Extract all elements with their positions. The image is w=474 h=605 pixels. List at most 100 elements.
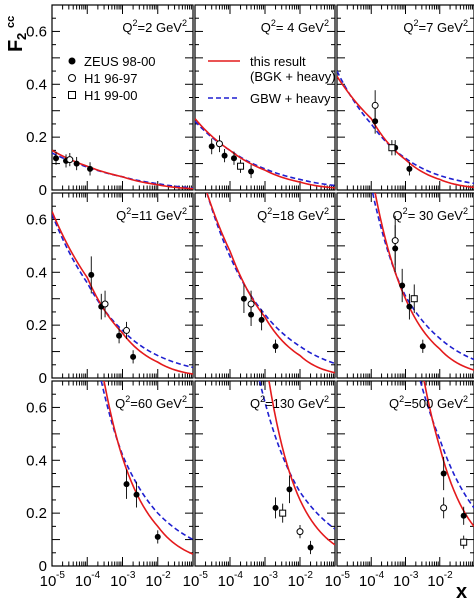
legend-markers: ZEUS 98-00 H1 96-97 H1 99-00 <box>68 54 156 103</box>
panel-2: Q2= 4 GeV2 <box>194 4 336 191</box>
curves <box>52 211 193 375</box>
zeus-point <box>88 271 95 278</box>
x-tick-label: 10 <box>145 573 162 590</box>
q2-label: Q2= 30 GeV2 <box>393 206 468 223</box>
zeus-point <box>123 481 130 488</box>
curves <box>258 381 335 546</box>
q2-label-part: =60 GeV <box>130 396 182 411</box>
h1-9900-point <box>237 162 245 170</box>
q2-label: Q2= 4 GeV2 <box>261 18 329 35</box>
bgk-curve <box>423 381 474 527</box>
panel-3: Q2=7 GeV2 <box>336 4 474 191</box>
x-tick-label: 10 <box>325 573 342 590</box>
panel-5: Q2=18 GeV2 <box>194 192 336 379</box>
panel-4: 00.20.40.6 Q2=11 GeV2 <box>26 192 194 387</box>
curves <box>195 118 335 189</box>
y-tick-label: 0.2 <box>26 129 47 146</box>
zeus-point <box>406 303 413 310</box>
bgk-curve <box>206 193 335 374</box>
zeus-point <box>272 343 279 350</box>
x-tick-label-exponent: -4 <box>375 570 384 581</box>
x-tick-label: 10 <box>288 573 305 590</box>
legend-label: ZEUS 98-00 <box>84 54 156 69</box>
q2-label: Q2=2 GeV2 <box>122 18 187 35</box>
gbw-curve <box>258 381 335 530</box>
q2-label-part: =2 GeV <box>138 20 183 35</box>
x-tick-label: 10 <box>393 573 410 590</box>
curves <box>337 70 474 189</box>
q2-label: Q2=11 GeV2 <box>116 206 187 223</box>
y-axis-title-sub: 2 <box>14 33 29 40</box>
q2-label: Q2=60 GeV2 <box>115 394 187 411</box>
zeus-point <box>221 152 228 159</box>
q2-label-part: 2 <box>182 18 187 28</box>
legend-lines: this result(BGK + heavy) GBW + heavy <box>208 54 336 106</box>
q2-label-part: 2 <box>125 394 130 404</box>
y-tick-label: 0.4 <box>26 264 47 281</box>
zeus-point <box>87 165 94 172</box>
x-tick-label-exponent: -4 <box>91 570 100 581</box>
q2-label-part: 2 <box>463 206 468 216</box>
q2-label-part: Q <box>393 208 403 223</box>
h1-9697-point <box>66 156 74 164</box>
curves <box>419 381 474 527</box>
x-tick-label-exponent: -5 <box>56 570 65 581</box>
q2-label-part: 2 <box>271 18 276 28</box>
q2-label-part: Q <box>115 396 125 411</box>
h1-9900-point <box>460 538 468 546</box>
zeus-point <box>406 165 413 172</box>
x-tick-label: 10 <box>75 573 92 590</box>
x-tick-label-exponent: -3 <box>410 570 419 581</box>
bgk-curve <box>337 75 474 189</box>
h1-9697-point <box>440 504 448 512</box>
h1-9697-point <box>247 300 255 308</box>
legend-label: H1 96-97 <box>84 71 137 86</box>
legend-label: (BGK + heavy) <box>250 69 336 84</box>
zeus-point <box>130 353 137 360</box>
y-axis-title-sup: cc <box>5 16 17 28</box>
x-tick-label: 10 <box>183 573 200 590</box>
legend-zeus-marker <box>68 57 76 65</box>
q2-label-part: 2 <box>324 206 329 216</box>
gbw-curve <box>52 213 193 369</box>
zeus-point <box>258 316 265 323</box>
y-tick-label: 0.2 <box>26 317 47 334</box>
x-axis-title: x <box>456 581 467 603</box>
y-axis-title: F 2 cc <box>5 16 29 52</box>
q2-label-part: 2 <box>399 394 404 404</box>
y-tick-label: 0.6 <box>26 211 47 228</box>
x-tick-label-exponent: -4 <box>234 570 243 581</box>
zeus-point <box>372 118 379 125</box>
zeus-point <box>230 155 237 162</box>
curves <box>371 193 474 371</box>
h1-9697-point <box>215 140 223 148</box>
gbw-curve <box>206 193 335 365</box>
x-tick-label-exponent: -3 <box>269 570 278 581</box>
q2-label-part: 2 <box>324 18 329 28</box>
legend-h1-9900-marker <box>68 91 76 99</box>
zeus-point <box>419 343 426 350</box>
legend-label: this result <box>250 54 306 69</box>
y-tick-label: 0 <box>39 558 47 575</box>
q2-label-part: 2 <box>324 394 329 404</box>
h1-9900-point <box>410 295 418 303</box>
x-tick-label: 10 <box>218 573 235 590</box>
q2-label-part: =500 GeV <box>404 396 463 411</box>
x-tick-label: 10 <box>110 573 127 590</box>
x-tick-label-exponent: -2 <box>304 570 313 581</box>
q2-label-part: 2 <box>463 18 468 28</box>
bgk-curve <box>268 381 335 546</box>
panel-9: 10 -5 10 -4 10 -3 10 -2Q2=500 GeV2 <box>325 380 474 590</box>
q2-label-part: 2 <box>403 206 408 216</box>
x-tick-label-exponent: -2 <box>162 570 171 581</box>
q2-label-part: 2 <box>126 206 131 216</box>
zeus-point <box>460 512 467 519</box>
zeus-point <box>240 295 247 302</box>
x-tick-label-exponent: -5 <box>199 570 208 581</box>
q2-label-part: 2 <box>414 18 419 28</box>
zeus-point <box>307 544 314 551</box>
zeus-point <box>272 504 279 511</box>
q2-label-part: Q <box>389 396 399 411</box>
q2-label-part: 2 <box>182 206 187 216</box>
